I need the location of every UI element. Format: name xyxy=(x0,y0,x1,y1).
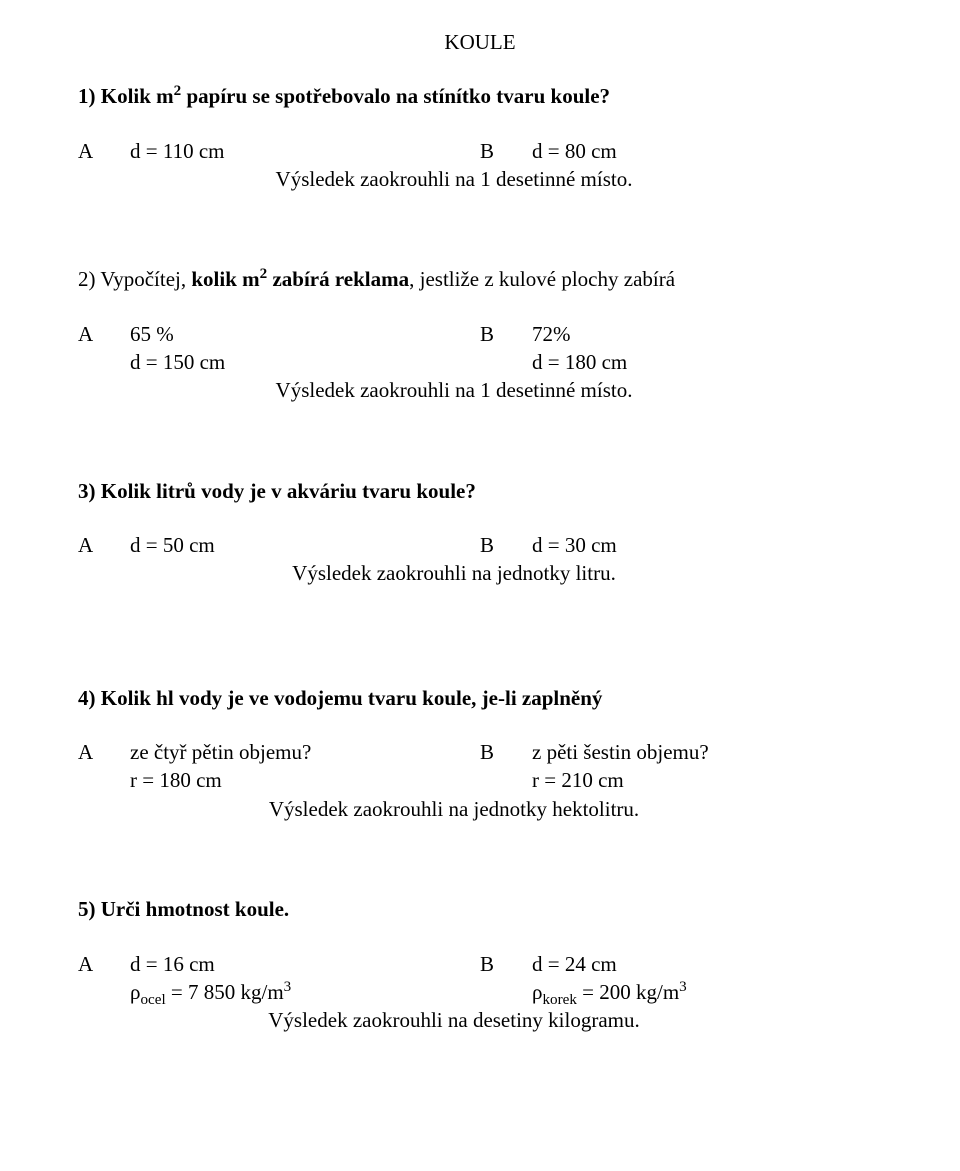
q1-value-b: d = 80 cm xyxy=(532,137,882,165)
q3-value-b: d = 30 cm xyxy=(532,531,882,559)
question-5: 5) Urči hmotnost koule. A d = 16 cm B d … xyxy=(78,895,882,1034)
q5-result: Výsledek zaokrouhli na desetiny kilogram… xyxy=(130,1006,882,1034)
q2-head-bold-suffix: zabírá reklama xyxy=(267,267,409,291)
q2-head-prefix: 2) Vypočítej, xyxy=(78,267,191,291)
q2-head-suffix: , jestliže z kulové plochy zabírá xyxy=(409,267,675,291)
q3-label-b: B xyxy=(480,531,532,559)
question-4: 4) Kolik hl vody je ve vodojemu tvaru ko… xyxy=(78,684,882,823)
q5-rho-b-rest: = 200 kg/m xyxy=(577,980,679,1004)
q4-q-a: ze čtyř pětin objemu? xyxy=(130,738,480,766)
question-3: 3) Kolik litrů vody je v akváriu tvaru k… xyxy=(78,477,882,588)
q3-label-a: A xyxy=(78,531,130,559)
q1-head-prefix: 1) Kolik m xyxy=(78,84,174,108)
q4-label-a: A xyxy=(78,738,130,766)
q3-head: 3) Kolik litrů vody je v akváriu tvaru k… xyxy=(78,477,882,505)
q5-rho-b-sym: ρ xyxy=(532,980,542,1004)
q2-pct-a: 65 % xyxy=(130,320,480,348)
q4-r-a: r = 180 cm xyxy=(130,766,480,794)
q2-d-a: d = 150 cm xyxy=(130,348,480,376)
q4-head: 4) Kolik hl vody je ve vodojemu tvaru ko… xyxy=(78,684,882,712)
q2-pct-b: 72% xyxy=(532,320,882,348)
q5-head: 5) Urči hmotnost koule. xyxy=(78,895,882,923)
q1-label-b: B xyxy=(480,137,532,165)
q1-value-a: d = 110 cm xyxy=(130,137,480,165)
q3-value-a: d = 50 cm xyxy=(130,531,480,559)
q5-rho-a-rest: = 7 850 kg/m xyxy=(166,980,284,1004)
q5-d-a: d = 16 cm xyxy=(130,950,480,978)
q4-r-b: r = 210 cm xyxy=(532,766,882,794)
q1-head: 1) Kolik m2 papíru se spotřebovalo na st… xyxy=(78,82,882,110)
q1-result: Výsledek zaokrouhli na 1 desetinné místo… xyxy=(130,165,882,193)
q5-rho-b-sup: 3 xyxy=(679,979,687,995)
q3-result: Výsledek zaokrouhli na jednotky litru. xyxy=(130,559,882,587)
q2-label-b: B xyxy=(480,320,532,348)
page-title: KOULE xyxy=(78,28,882,56)
q2-label-a: A xyxy=(78,320,130,348)
q2-result: Výsledek zaokrouhli na 1 desetinné místo… xyxy=(130,376,882,404)
q5-rho-b: ρkorek = 200 kg/m3 xyxy=(532,978,882,1006)
q2-head: 2) Vypočítej, kolik m2 zabírá reklama, j… xyxy=(78,265,882,293)
q5-label-a: A xyxy=(78,950,130,978)
q4-label-b: B xyxy=(480,738,532,766)
q1-head-suffix: papíru se spotřebovalo na stínítko tvaru… xyxy=(181,84,610,108)
q1-label-a: A xyxy=(78,137,130,165)
q4-q-b: z pěti šestin objemu? xyxy=(532,738,882,766)
q2-d-b: d = 180 cm xyxy=(532,348,882,376)
q5-rho-a-sup: 3 xyxy=(284,979,292,995)
q5-d-b: d = 24 cm xyxy=(532,950,882,978)
q5-label-b: B xyxy=(480,950,532,978)
q5-rho-a-sym: ρ xyxy=(130,980,140,1004)
q5-rho-a: ρocel = 7 850 kg/m3 xyxy=(130,978,480,1006)
q4-result: Výsledek zaokrouhli na jednotky hektolit… xyxy=(130,795,882,823)
question-2: 2) Vypočítej, kolik m2 zabírá reklama, j… xyxy=(78,265,882,404)
question-1: 1) Kolik m2 papíru se spotřebovalo na st… xyxy=(78,82,882,193)
q2-head-bold-prefix: kolik m xyxy=(191,267,259,291)
